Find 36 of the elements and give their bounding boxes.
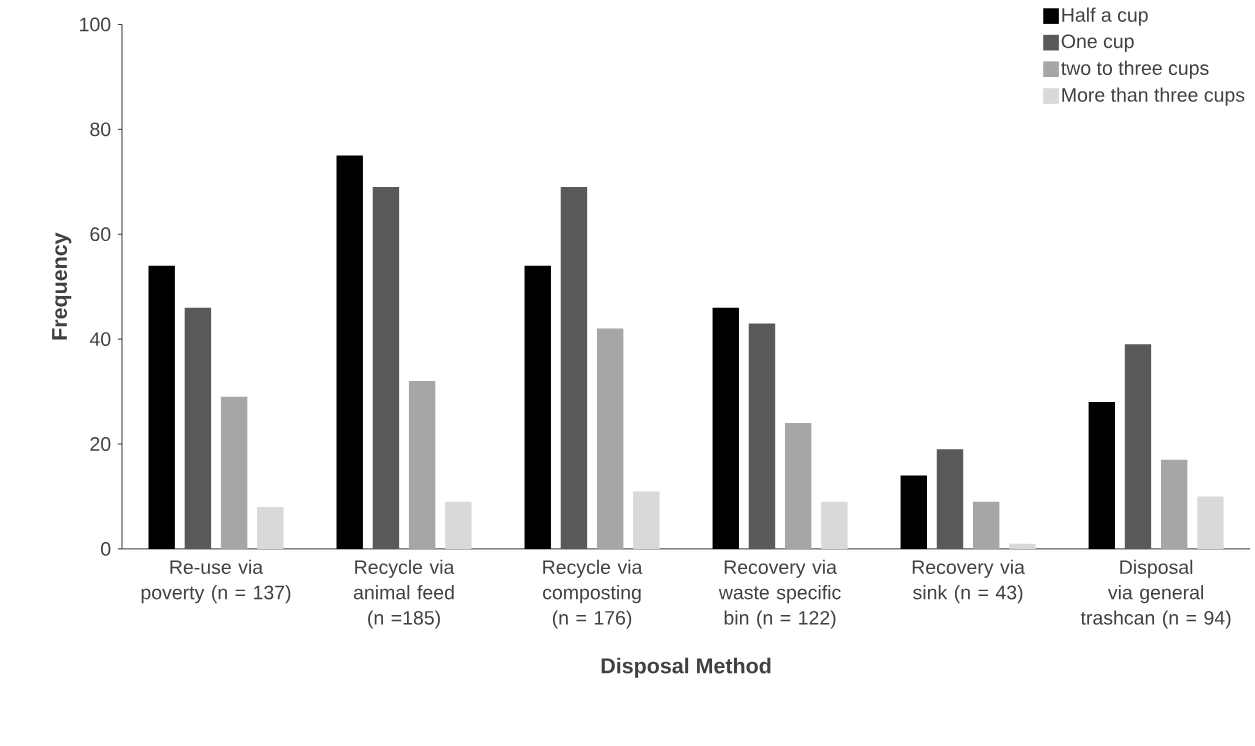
- bar: [633, 491, 660, 550]
- bar: [257, 507, 284, 550]
- legend-label: More than three cups: [1062, 87, 1245, 106]
- legend-label: Half a cup: [1062, 7, 1148, 26]
- y-tick-label: 80: [90, 122, 111, 137]
- y-tick-label: 100: [80, 17, 111, 32]
- bar: [821, 501, 848, 550]
- bar: [560, 187, 588, 550]
- y-tick-label: 40: [89, 332, 111, 347]
- bar: [596, 328, 624, 550]
- bar: [408, 381, 436, 550]
- y-axis-title: Frequency: [52, 232, 72, 340]
- bar: [220, 397, 248, 550]
- x-tick-label: Re-use via poverty (n = 137): [141, 559, 291, 604]
- bar: [372, 187, 400, 550]
- y-tick-label: 60: [90, 227, 111, 242]
- bar: [1124, 344, 1152, 550]
- bar: [1197, 496, 1224, 550]
- bar: [784, 423, 812, 550]
- x-axis-title: Disposal Method: [601, 657, 771, 678]
- bar: [1161, 459, 1188, 550]
- y-tick-label: 0: [101, 542, 111, 556]
- bar: [972, 501, 1000, 550]
- bar: [184, 307, 212, 550]
- legend-label: One cup: [1061, 34, 1134, 53]
- bar: [445, 501, 472, 550]
- x-tick-label: Recovery via sink (n = 43): [912, 559, 1025, 604]
- x-tick-label: Disposal via general trashcan (n = 94): [1080, 559, 1231, 629]
- bar: [1009, 543, 1036, 550]
- x-tick-label: Recycle via animal feed (n =185): [353, 559, 455, 629]
- y-tick-label: 20: [90, 437, 111, 452]
- x-tick-label: Recycle via composting (n = 176): [543, 559, 643, 629]
- bar: [748, 323, 776, 550]
- bar: [936, 449, 964, 550]
- legend-label: two to three cups: [1061, 60, 1209, 80]
- x-tick-label: Recovery via waste specific bin (n = 122): [718, 559, 841, 629]
